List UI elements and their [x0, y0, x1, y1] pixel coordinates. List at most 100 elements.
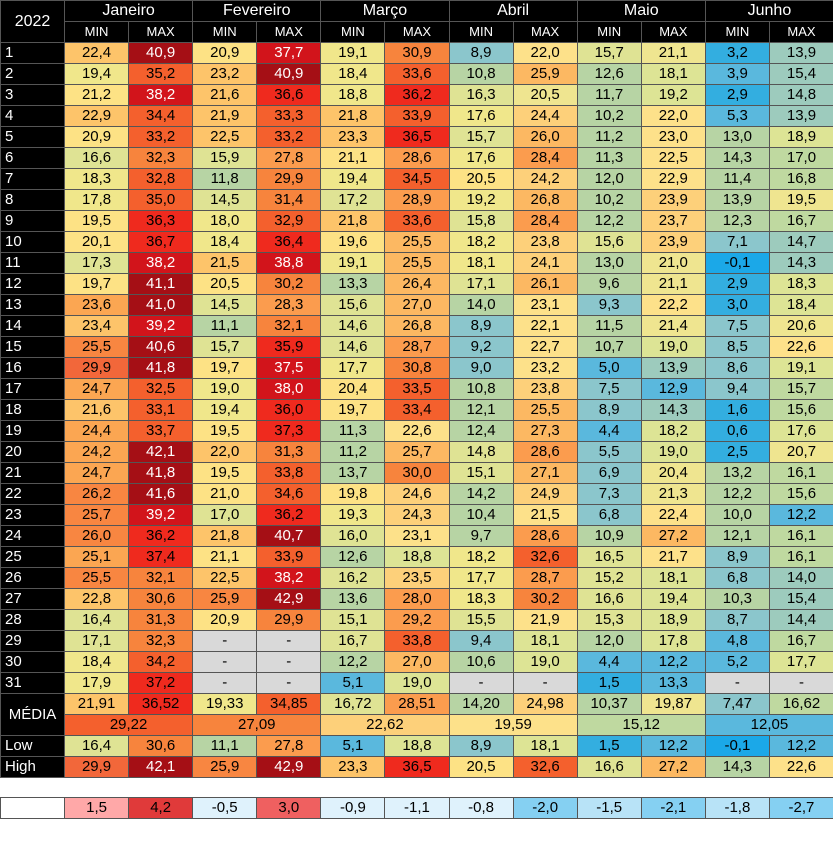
- min-cell: 11,2: [320, 441, 386, 463]
- max-cell: 32,3: [128, 147, 194, 169]
- row-label: 6: [0, 147, 65, 169]
- min-cell: 10,3: [704, 588, 770, 610]
- min-cell: 17,7: [320, 357, 386, 379]
- min-cell: 10,8: [448, 63, 514, 85]
- min-cell: 20,5: [448, 168, 514, 190]
- max-cell: 28,6: [512, 441, 578, 463]
- max-cell: 22,6: [768, 756, 833, 778]
- min-cell: 19,4: [63, 63, 130, 85]
- max-cell: 34,6: [256, 483, 322, 505]
- difference-row: 1,5 4,2 -0,5 3,0 -0,9 -1,1 -0,8 -2,0 -1,5 -2,1 -1,…: [0, 797, 833, 819]
- media-max-cell: 19,87: [640, 693, 706, 715]
- min-cell: 17,2: [320, 189, 386, 211]
- min-cell: 9,0: [448, 357, 514, 379]
- min-cell: 13,9: [704, 189, 770, 211]
- max-cell: 15,4: [768, 63, 833, 85]
- min-cell: 22,0: [192, 441, 258, 463]
- max-cell: 40,7: [256, 525, 322, 547]
- temperature-table: 2022 Janeiro Fevereiro Março Abril Maio …: [0, 0, 833, 819]
- min-cell: 20,5: [448, 756, 514, 778]
- max-cell: 34,2: [128, 651, 194, 673]
- min-cell: 15,2: [576, 567, 642, 589]
- media-label: MÉDIA: [0, 693, 65, 736]
- max-cell: 27,0: [384, 294, 450, 316]
- day-row: 22 26,2 41,6 21,0 34,6 19,8 24,6 14,2 24,9 7,3 21,…: [0, 483, 833, 505]
- min-cell: 20,1: [63, 231, 130, 253]
- max-cell: 16,1: [768, 462, 833, 484]
- max-cell: 15,6: [768, 399, 833, 421]
- day-row: 21 24,7 41,8 19,5 33,8 13,7 30,0 15,1 27,1 6,9 20,…: [0, 462, 833, 484]
- min-cell: 17,6: [448, 147, 514, 169]
- media-min-cell: 7,47: [704, 693, 770, 715]
- min-cell: 5,5: [576, 441, 642, 463]
- min-cell: -: [192, 672, 258, 694]
- max-cell: 33,6: [384, 210, 450, 232]
- max-cell: 23,8: [512, 378, 578, 400]
- max-cell: 36,5: [384, 756, 450, 778]
- max-cell: 24,1: [512, 252, 578, 274]
- max-cell: 23,9: [640, 189, 706, 211]
- min-cell: 12,0: [576, 630, 642, 652]
- max-column-header: MAX: [640, 21, 706, 43]
- min-cell: 18,8: [320, 84, 386, 106]
- max-column-header: MAX: [768, 21, 833, 43]
- min-cell: 9,7: [448, 525, 514, 547]
- min-cell: 16,7: [320, 630, 386, 652]
- max-cell: 19,1: [768, 357, 833, 379]
- min-cell: 19,7: [320, 399, 386, 421]
- max-cell: 38,2: [128, 84, 194, 106]
- max-cell: 40,9: [128, 42, 194, 64]
- min-cell: 3,0: [704, 294, 770, 316]
- max-cell: 14,3: [640, 399, 706, 421]
- max-cell: 25,7: [384, 441, 450, 463]
- max-cell: 14,3: [768, 252, 833, 274]
- min-cell: 8,9: [704, 546, 770, 568]
- min-cell: 18,2: [448, 546, 514, 568]
- min-cell: 19,5: [192, 462, 258, 484]
- max-cell: 32,6: [512, 546, 578, 568]
- max-cell: 23,5: [384, 567, 450, 589]
- min-cell: 10,0: [704, 504, 770, 526]
- min-cell: 21,1: [320, 147, 386, 169]
- max-cell: 23,2: [512, 357, 578, 379]
- difference-cell: 1,5: [63, 797, 130, 819]
- min-cell: 14,3: [704, 147, 770, 169]
- min-cell: 21,8: [192, 525, 258, 547]
- min-cell: 14,5: [192, 189, 258, 211]
- max-cell: 27,2: [640, 525, 706, 547]
- max-cell: 42,1: [128, 756, 194, 778]
- max-cell: 30,8: [384, 357, 450, 379]
- max-cell: 33,2: [128, 126, 194, 148]
- media-overall-row: 29,22 27,09 22,62 19,59 15,12 12,05: [1, 714, 833, 736]
- min-cell: 3,9: [704, 63, 770, 85]
- min-column-header: MIN: [448, 21, 514, 43]
- difference-cell: -0,9: [320, 797, 386, 819]
- min-cell: 25,9: [192, 756, 258, 778]
- min-cell: 8,9: [448, 315, 514, 337]
- min-cell: 14,3: [704, 756, 770, 778]
- min-cell: 25,7: [63, 504, 130, 526]
- min-cell: 19,7: [192, 357, 258, 379]
- max-cell: 22,7: [512, 336, 578, 358]
- max-cell: 26,0: [512, 126, 578, 148]
- max-cell: 20,7: [768, 441, 833, 463]
- min-cell: 22,9: [63, 105, 130, 127]
- media-overall-cell: 22,62: [320, 714, 450, 736]
- min-cell: 9,6: [576, 273, 642, 295]
- day-row: 2 19,4 35,2 23,2 40,9 18,4 33,6 10,8 25,9 12,6 18,…: [0, 63, 833, 85]
- min-cell: 6,8: [704, 567, 770, 589]
- max-cell: 28,3: [256, 294, 322, 316]
- max-cell: 39,2: [128, 315, 194, 337]
- row-label: 31: [0, 672, 65, 694]
- min-cell: 17,1: [448, 273, 514, 295]
- min-cell: 12,3: [704, 210, 770, 232]
- min-cell: 25,9: [192, 588, 258, 610]
- max-cell: 27,2: [640, 756, 706, 778]
- row-label: 26: [0, 567, 65, 589]
- max-cell: 15,6: [768, 483, 833, 505]
- min-cell: 18,4: [320, 63, 386, 85]
- max-cell: 18,1: [512, 630, 578, 652]
- max-cell: 22,1: [512, 315, 578, 337]
- min-cell: 15,3: [576, 609, 642, 631]
- max-cell: 36,2: [128, 525, 194, 547]
